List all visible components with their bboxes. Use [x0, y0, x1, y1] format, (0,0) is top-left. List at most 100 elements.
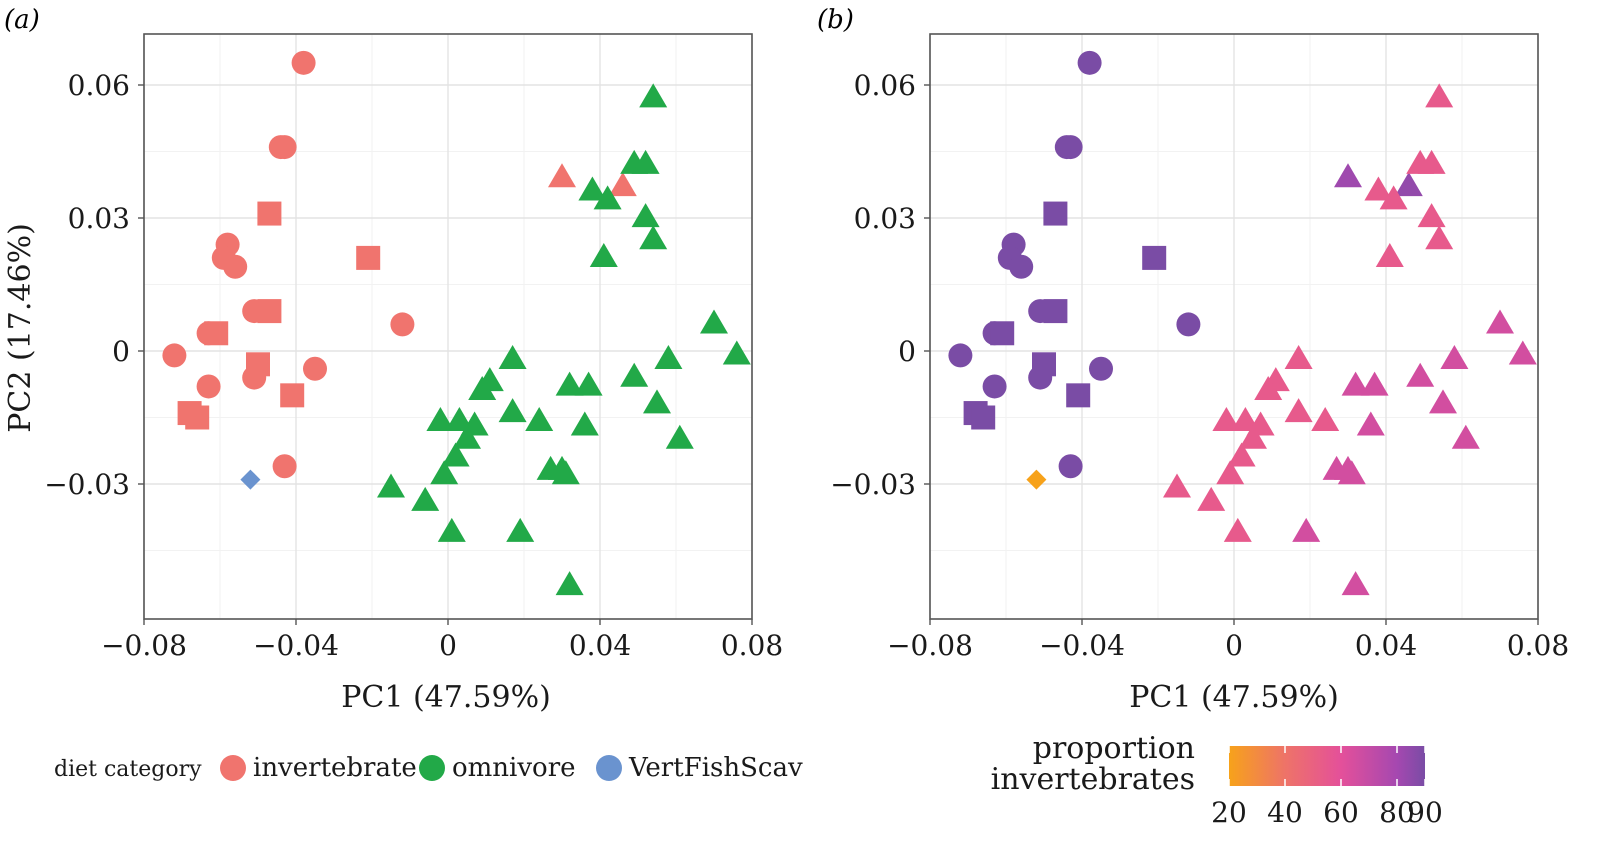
- data-point-triangle: [548, 163, 576, 188]
- data-point-diamond: [1026, 469, 1047, 490]
- data-point-triangle: [426, 407, 455, 432]
- data-point-triangle: [700, 309, 728, 334]
- data-point-triangle: [555, 571, 584, 596]
- data-point-triangle: [525, 407, 554, 432]
- legend-diet-category: diet category invertebrate omnivore Vert…: [54, 753, 803, 783]
- data-point-square: [280, 383, 305, 408]
- x-tick-label: 0.08: [1507, 629, 1569, 662]
- data-point-triangle: [411, 486, 440, 511]
- data-point-circle: [1077, 50, 1102, 75]
- data-point-triangle: [1197, 486, 1226, 511]
- data-point-triangle: [1394, 172, 1423, 197]
- data-point-triangle: [1379, 185, 1408, 210]
- y-tick-label: 0.03: [854, 202, 916, 235]
- x-tick-label: 0: [439, 629, 457, 662]
- data-point-triangle: [1356, 411, 1385, 436]
- data-point-triangle: [1417, 203, 1446, 228]
- data-point-triangle: [555, 371, 584, 396]
- data-point-square: [1043, 299, 1068, 324]
- legend-label-vertfishscav: VertFishScav: [628, 753, 803, 783]
- data-point-triangle: [498, 344, 527, 369]
- y-tick-label: −0.03: [830, 468, 916, 501]
- data-point-square: [1043, 201, 1068, 226]
- data-point-triangle: [722, 340, 751, 365]
- legend-label-invertebrate: invertebrate: [253, 753, 417, 783]
- colorbar-tick-label: 20: [1211, 796, 1247, 829]
- data-point-triangle: [377, 473, 405, 498]
- data-point-circle: [1009, 254, 1034, 279]
- data-point-triangle: [1425, 83, 1454, 108]
- data-point-triangle: [506, 517, 535, 542]
- x-axis-title-b: PC1 (47.59%): [1129, 680, 1339, 715]
- data-point-circle: [948, 343, 973, 368]
- y-axis-title: PC2 (17.46%): [3, 223, 38, 433]
- plot-border-a: [143, 33, 753, 620]
- data-point-diamond: [240, 469, 261, 490]
- data-point-circle: [223, 254, 248, 279]
- legend-key-invertebrate: [220, 755, 246, 781]
- data-point-square: [1142, 245, 1167, 270]
- colorbar-tick-label: 80: [1379, 796, 1415, 829]
- scatter-plot-b: −0.08 −0.04 0 0.04 0.08 −0.03 0 0.03 0.06: [830, 33, 1569, 662]
- data-point-triangle: [1284, 344, 1313, 369]
- data-point-triangle: [1227, 442, 1256, 467]
- data-point-triangle: [1486, 309, 1514, 334]
- colorbar-title-line2: invertebrates: [991, 762, 1195, 797]
- data-point-circle: [1058, 135, 1083, 160]
- data-point-square: [990, 321, 1015, 346]
- x-tick-label: 0.04: [1355, 629, 1417, 662]
- data-point-triangle: [620, 362, 649, 387]
- data-point-triangle: [1341, 571, 1370, 596]
- data-point-triangle: [639, 83, 668, 108]
- data-point-triangle: [1364, 176, 1393, 201]
- data-point-triangle: [574, 371, 603, 396]
- data-point-triangle: [639, 225, 668, 250]
- data-point-triangle: [441, 442, 470, 467]
- data-point-triangle: [593, 185, 622, 210]
- panel-a-label: (a): [4, 5, 40, 35]
- data-point-triangle: [437, 517, 466, 542]
- data-point-triangle: [445, 407, 474, 432]
- data-point-triangle: [1337, 460, 1366, 485]
- data-point-circle: [1176, 312, 1201, 337]
- data-point-circle: [303, 356, 327, 381]
- data-point-circle: [196, 374, 221, 399]
- x-axis-title-a: PC1 (47.59%): [341, 680, 551, 715]
- data-point-square: [185, 405, 210, 430]
- data-point-triangle: [1216, 460, 1245, 485]
- y-tick-label: −0.03: [44, 468, 130, 501]
- x-tick-label: 0.08: [721, 629, 783, 662]
- data-point-triangle: [468, 376, 497, 401]
- colorbar-gradient: [1229, 746, 1425, 786]
- data-point-triangle: [631, 149, 660, 174]
- data-point-triangle: [1417, 149, 1446, 174]
- x-tick-label: 0.04: [569, 629, 631, 662]
- legend-key-vertfishscav: [596, 755, 622, 781]
- data-point-circle: [1089, 356, 1113, 381]
- data-point-circle: [291, 50, 316, 75]
- plot-border-b: [929, 33, 1539, 620]
- data-point-circle: [1028, 365, 1053, 390]
- data-point-triangle: [631, 203, 660, 228]
- data-point-triangle: [1212, 407, 1241, 432]
- data-point-square: [971, 405, 996, 430]
- data-point-triangle: [1163, 473, 1191, 498]
- x-tick-label: −0.04: [1039, 629, 1125, 662]
- data-point-square: [257, 299, 282, 324]
- data-point-triangle: [1508, 340, 1537, 365]
- data-point-triangle: [1429, 389, 1457, 414]
- legend-label-omnivore: omnivore: [452, 753, 576, 783]
- data-point-triangle: [1231, 407, 1260, 432]
- x-tick-label: −0.08: [887, 629, 973, 662]
- x-tick-label: −0.08: [101, 629, 187, 662]
- data-point-circle: [242, 365, 267, 390]
- data-point-triangle: [1440, 344, 1469, 369]
- y-tick-label: 0.06: [854, 69, 916, 102]
- data-point-triangle: [665, 424, 694, 449]
- panel-b-label: (b): [817, 5, 854, 35]
- legend-title: diet category: [54, 757, 202, 782]
- y-tick-label: 0: [112, 335, 130, 368]
